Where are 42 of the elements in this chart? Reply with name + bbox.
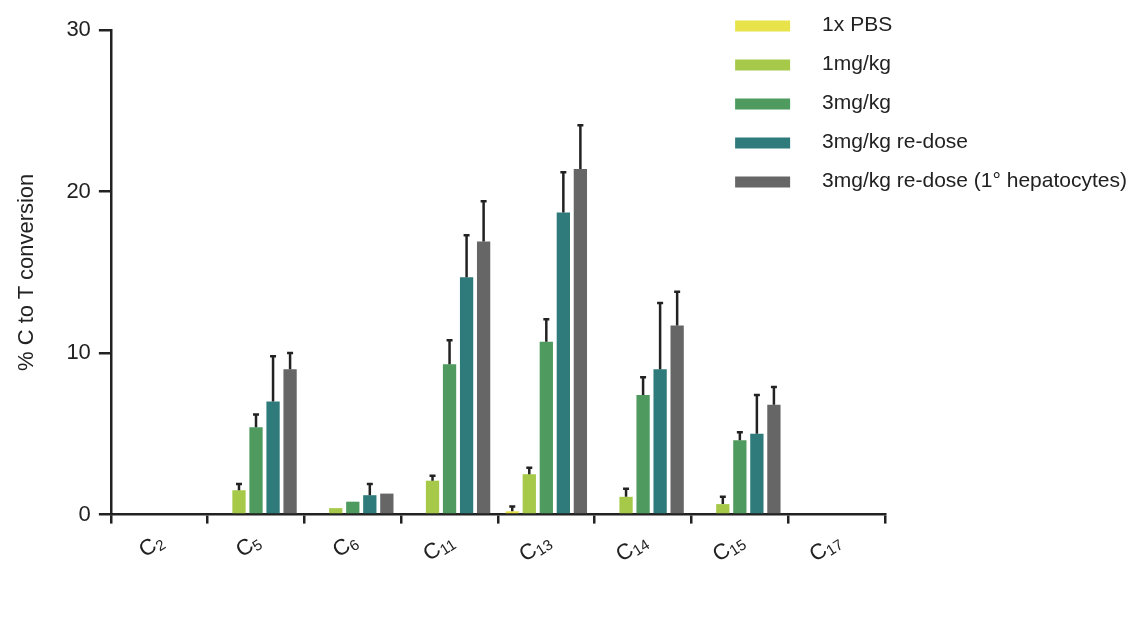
bar (539, 341, 553, 514)
bar (476, 241, 491, 514)
y-tick-label: 20 (66, 177, 91, 203)
bar (232, 490, 246, 514)
legend-label: 3mg/kg re-dose (1° hepatocytes) (822, 168, 1128, 192)
bar (425, 480, 440, 514)
bar (329, 508, 343, 514)
legend-label: 1x PBS (822, 12, 893, 36)
y-axis-title: % C to T conversion (13, 173, 39, 371)
bar (522, 474, 536, 514)
x-tick-label: C13 (514, 535, 556, 567)
y-tick-label: 10 (66, 339, 91, 365)
legend-label: 1mg/kg (822, 51, 891, 75)
y-tick-label: 0 (78, 500, 91, 526)
bar (750, 433, 764, 514)
bar (636, 395, 650, 514)
legend-label: 3mg/kg (822, 90, 891, 114)
bar (266, 401, 280, 514)
bar (283, 369, 297, 514)
bar (459, 277, 474, 514)
legend-label: 3mg/kg re-dose (822, 129, 969, 153)
bar (573, 168, 588, 514)
x-tick-label: C5 (230, 532, 266, 562)
x-tick-label: C17 (804, 535, 846, 567)
bar (619, 496, 633, 514)
x-tick-label: C11 (418, 535, 459, 566)
bar (767, 404, 781, 514)
bar (249, 427, 263, 514)
bar (363, 495, 377, 514)
bar (380, 493, 394, 514)
x-tick-label: C2 (134, 532, 169, 562)
bar (670, 325, 684, 514)
x-tick-label: C14 (610, 535, 653, 567)
bar (442, 364, 457, 514)
bar (556, 212, 570, 514)
x-tick-label: C15 (707, 535, 750, 567)
bar (346, 501, 360, 514)
x-tick-label: C6 (327, 532, 363, 562)
bar (733, 440, 747, 514)
bar (716, 504, 730, 514)
y-tick-label: 30 (66, 16, 91, 42)
bar (653, 369, 667, 514)
